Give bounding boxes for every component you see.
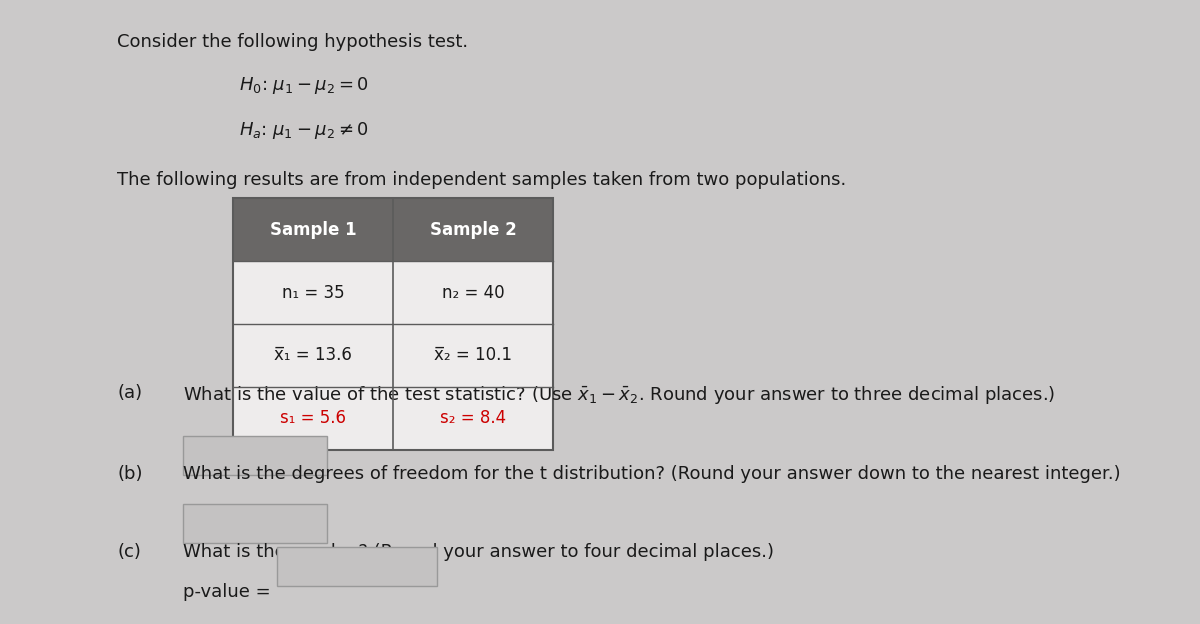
Text: (c): (c) [118,543,140,560]
Text: What is the value of the test statistic? (Use $\bar{x}_1 - \bar{x}_2$. Round you: What is the value of the test statistic?… [184,384,1056,406]
Bar [184,436,326,475]
Text: Sample 2: Sample 2 [430,221,516,238]
Bar [277,547,437,586]
Text: Sample 1: Sample 1 [270,221,356,238]
Text: x̅₂ = 10.1: x̅₂ = 10.1 [434,346,512,364]
Bar [233,198,553,450]
Text: (b): (b) [118,465,143,483]
Text: $H_a$: $\mu_1 - \mu_2 \neq 0$: $H_a$: $\mu_1 - \mu_2 \neq 0$ [239,120,368,141]
Text: n₂ = 40: n₂ = 40 [442,283,504,301]
Text: p-value =: p-value = [184,583,271,601]
Text: What is the p-value? (Round your answer to four decimal places.): What is the p-value? (Round your answer … [184,543,774,560]
Text: The following results are from independent samples taken from two populations.: The following results are from independe… [118,171,846,189]
Bar [233,261,553,450]
Text: $H_0$: $\mu_1 - \mu_2 = 0$: $H_0$: $\mu_1 - \mu_2 = 0$ [239,76,368,96]
Text: What is the degrees of freedom for the t distribution? (Round your answer down t: What is the degrees of freedom for the t… [184,465,1121,483]
Bar [233,198,553,261]
Text: s₂ = 8.4: s₂ = 8.4 [440,409,506,427]
Text: (a): (a) [118,384,143,402]
Text: x̅₁ = 13.6: x̅₁ = 13.6 [274,346,352,364]
Text: n₁ = 35: n₁ = 35 [282,283,344,301]
Text: s₁ = 5.6: s₁ = 5.6 [280,409,346,427]
Bar [184,504,326,543]
Text: Consider the following hypothesis test.: Consider the following hypothesis test. [118,34,468,51]
